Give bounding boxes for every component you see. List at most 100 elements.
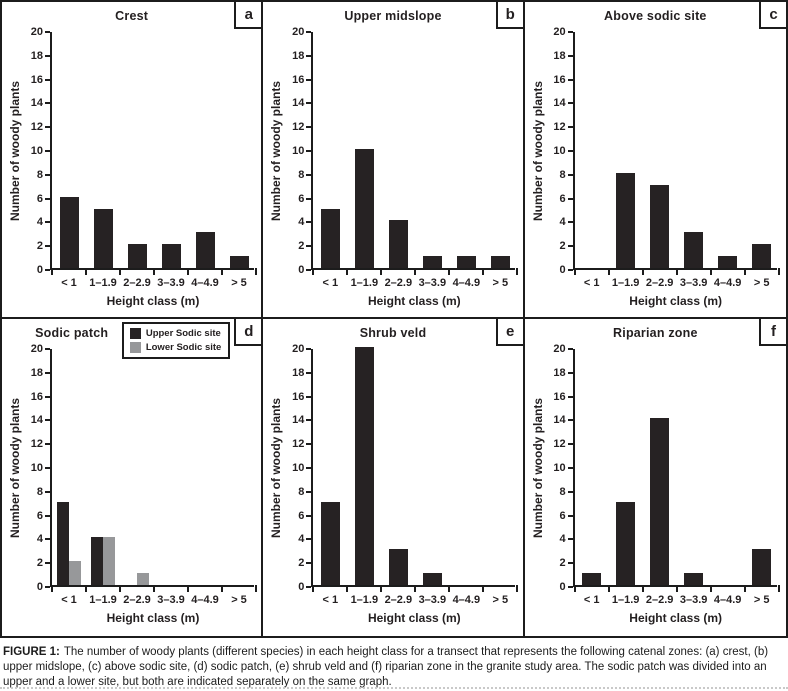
y-axis-tick-label: 6 (298, 509, 305, 522)
y-axis-tick (567, 443, 573, 446)
y-axis-tick (567, 126, 573, 129)
y-axis-tick (306, 490, 312, 493)
figure-panel-grid: Crest a Number of woody plants 0 2 4 6 8 10 12… (0, 0, 788, 638)
y-axis-tick (567, 395, 573, 398)
y-axis-tick-label: 16 (30, 390, 43, 403)
plot-area: 0 2 4 6 8 10 12 14 16 18 20 < 1 1–1.9 2–2.9 3–3.9 4–4.9… (292, 26, 519, 308)
x-axis-tick (221, 585, 223, 592)
y-axis-tick (567, 78, 573, 81)
y-axis-tick (306, 245, 312, 248)
panel-letter-badge: f (759, 319, 786, 346)
x-axis-tick-label: 2–2.9 (645, 594, 674, 606)
x-axis-tick-label: 1–1.9 (611, 277, 640, 289)
y-axis-tick-label: 16 (292, 390, 305, 403)
x-axis-tick-label: > 5 (753, 594, 770, 606)
y-axis-tick (45, 173, 50, 176)
y-axis-tick-label: 6 (298, 192, 305, 205)
chart-legend: Upper Sodic site Lower Sodic site (121, 322, 231, 359)
plot-area: 0 2 4 6 8 10 12 14 16 18 20 < 1 1–1.9 2–2.9 3–3.9 4–4.9… (31, 26, 257, 308)
y-axis-tick (306, 197, 312, 200)
x-axis-tick (448, 268, 451, 275)
y-axis-tick (567, 150, 573, 152)
y-axis-tick-label: 2 (298, 240, 305, 253)
y-axis-tick-label: 10 (30, 462, 43, 474)
y-axis-tick (306, 78, 312, 81)
y-axis-tick-label: 20 (292, 343, 305, 355)
x-axis-tick-label: 1–1.9 (89, 277, 117, 289)
y-axis-tick (45, 586, 50, 588)
y-axis-tick (45, 102, 50, 105)
y-axis-tick (45, 371, 50, 374)
x-axis-tick-label: 4–4.9 (452, 594, 481, 606)
bar-f-1 (616, 501, 636, 585)
x-axis-tick (516, 585, 519, 592)
x-axis-tick (448, 585, 451, 592)
bottom-divider (0, 687, 788, 689)
plot-area: 0 2 4 6 8 10 12 14 16 18 20 < 1 1–1.9 2–2.9 3–3.9 4–4.9… (553, 26, 780, 308)
x-axis-tick (709, 585, 712, 592)
x-axis-tick (255, 585, 257, 592)
x-axis-tick-label: 4–4.9 (452, 277, 481, 289)
x-axis-tick (414, 585, 417, 592)
y-axis-tick (567, 467, 573, 469)
x-axis-tick-label: > 5 (492, 277, 509, 289)
y-axis-tick (45, 31, 50, 33)
x-axis-tick-label: 3–3.9 (418, 277, 447, 289)
y-axis-tick (45, 78, 50, 81)
bar-a-3 (161, 244, 181, 268)
chart-panel: Crest a Number of woody plants 0 2 4 6 8 10 12… (2, 2, 264, 319)
y-axis-tick (45, 443, 50, 446)
bar-e-2 (388, 549, 408, 585)
x-axis-tick-label: > 5 (753, 277, 770, 289)
bar-d-1 (91, 537, 103, 585)
panel-letter-badge: a (234, 2, 262, 29)
bar-f-3 (684, 573, 704, 585)
y-axis-tick-label: 10 (553, 145, 566, 157)
x-axis-title: Height class (m) (629, 294, 722, 308)
bar-b-2 (388, 220, 408, 268)
y-axis-tick (567, 102, 573, 105)
x-axis-tick (187, 585, 189, 592)
y-axis-tick-label: 4 (36, 216, 43, 229)
y-axis-tick (567, 490, 573, 493)
y-axis-tick (306, 467, 312, 469)
x-axis-tick (51, 268, 53, 275)
y-axis-tick-label: 12 (553, 121, 566, 134)
y-axis-tick (567, 348, 573, 350)
x-axis-tick (641, 268, 644, 275)
y-axis-tick (306, 269, 312, 271)
x-axis-tick-label: 3–3.9 (679, 277, 708, 289)
bar-e-3 (422, 573, 442, 585)
figure-caption-text: The number of woody plants (different sp… (3, 646, 769, 689)
x-axis-tick (312, 268, 315, 275)
x-axis-tick-label: < 1 (61, 594, 77, 606)
bar-d-0 (69, 561, 81, 585)
legend-label: Upper Sodic site (145, 328, 221, 339)
y-axis-tick-label: 8 (298, 168, 305, 181)
x-axis-tick-label: > 5 (492, 594, 509, 606)
y-axis-tick-label: 8 (559, 168, 566, 181)
x-axis-tick-label: 4–4.9 (191, 277, 219, 289)
y-axis-tick-label: 2 (559, 240, 566, 253)
y-axis-tick (306, 419, 312, 422)
x-axis-tick-label: < 1 (322, 277, 339, 289)
y-axis-tick-label: 2 (559, 557, 566, 570)
y-axis-tick-label: 4 (559, 533, 566, 546)
y-axis-tick (306, 562, 312, 565)
y-axis-tick (306, 395, 312, 398)
y-axis-tick-label: 8 (36, 485, 43, 498)
y-axis-tick-label: 12 (292, 121, 305, 134)
x-axis-tick (675, 268, 678, 275)
y-axis-tick-label: 18 (553, 366, 566, 379)
bar-a-1 (93, 208, 113, 268)
chart-title: Sodic patch (35, 326, 109, 340)
legend-item: Upper Sodic site (129, 328, 222, 339)
chart-title: Shrub veld (359, 326, 427, 340)
legend-swatch-icon (129, 328, 141, 339)
x-axis-tick (380, 585, 383, 592)
y-axis-tick-label: 10 (553, 462, 566, 474)
x-axis-tick-label: 3–3.9 (157, 277, 185, 289)
x-axis-tick (414, 268, 417, 275)
x-axis-tick (482, 268, 485, 275)
y-axis-tick (306, 126, 312, 129)
